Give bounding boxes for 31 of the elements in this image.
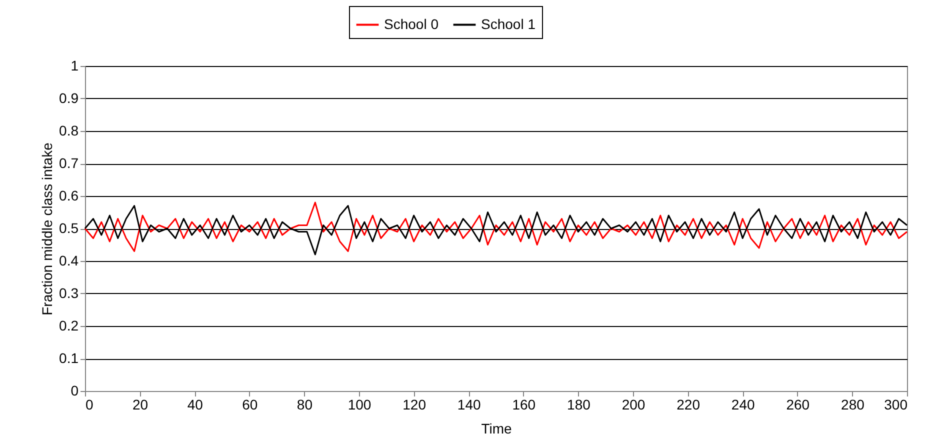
- legend-label: School 0: [384, 16, 439, 32]
- x-tick-label: 140: [457, 396, 481, 412]
- x-tick-label: 0: [86, 396, 94, 412]
- y-tick-label: 0.1: [59, 350, 79, 366]
- y-tick-label: 0.7: [59, 155, 79, 171]
- y-axis-title: Fraction middle class intake: [39, 142, 56, 316]
- x-tick-label: 40: [187, 396, 204, 412]
- x-tick-label: 220: [676, 396, 700, 412]
- x-tick-label: 180: [567, 396, 591, 412]
- y-tick-label: 0.2: [59, 318, 79, 334]
- x-tick-label: 260: [786, 396, 810, 412]
- x-tick-label: 160: [512, 396, 536, 412]
- y-tick-label: 1: [70, 58, 79, 74]
- x-tick-label: 200: [622, 396, 646, 412]
- x-tick-label: 240: [731, 396, 755, 412]
- x-tick-label: 120: [402, 396, 426, 412]
- x-tick-label: 100: [348, 396, 372, 412]
- x-tick-label: 80: [296, 396, 313, 412]
- x-tick-label: 20: [132, 396, 148, 412]
- x-tick-label: 300: [884, 396, 908, 412]
- y-tick-label: 0.5: [59, 220, 79, 236]
- y-tick-label: 0.9: [59, 90, 79, 106]
- y-tick-label: 0: [70, 382, 79, 398]
- x-tick-label: 60: [242, 396, 258, 412]
- legend-label: School 1: [481, 16, 536, 32]
- y-tick-label: 0.6: [59, 188, 79, 204]
- x-axis-title: Time: [481, 420, 512, 436]
- y-tick-label: 0.4: [59, 252, 79, 268]
- x-tick-label: 280: [841, 396, 865, 412]
- y-tick-label: 0.8: [59, 122, 79, 138]
- y-tick-label: 0.3: [59, 285, 79, 301]
